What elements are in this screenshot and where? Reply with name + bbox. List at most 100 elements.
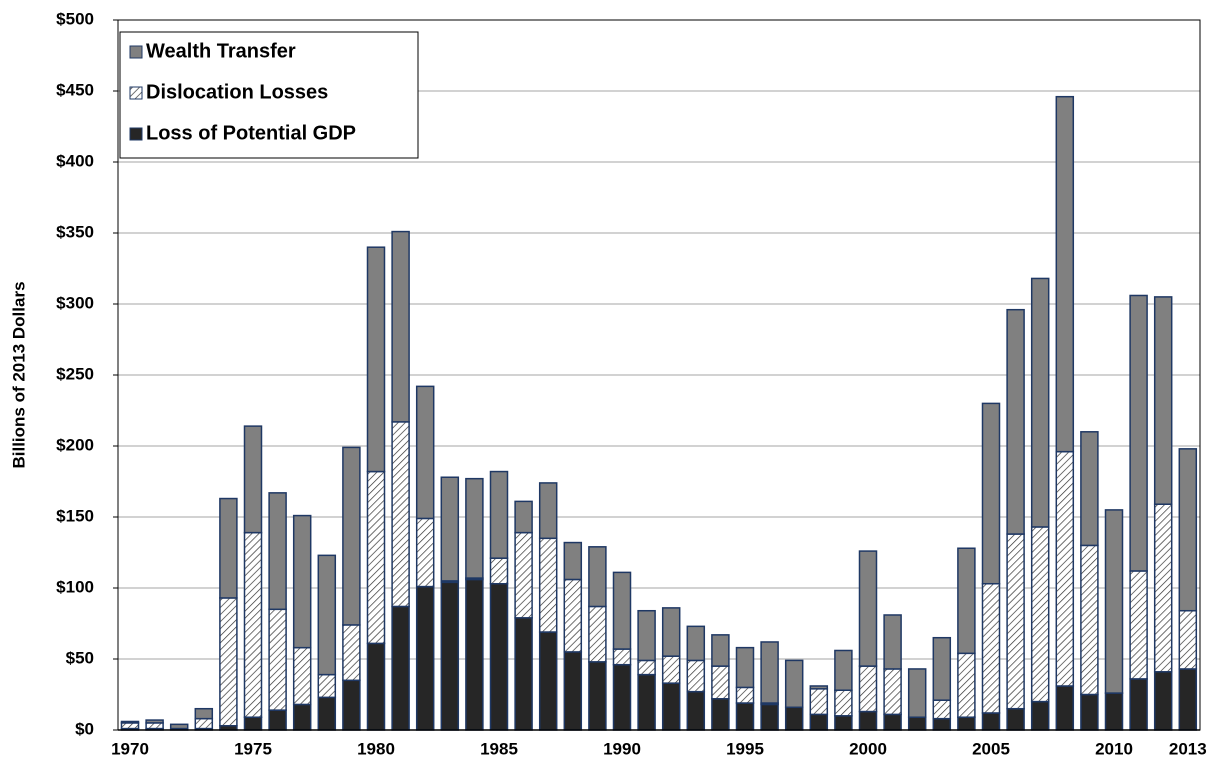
bar-segment <box>981 402 1001 585</box>
bar-segment <box>1055 95 1075 453</box>
y-tick-label: $150 <box>56 506 94 525</box>
y-tick-label: $250 <box>56 364 94 383</box>
bar-segment <box>391 230 410 423</box>
bar-segment <box>1080 544 1099 696</box>
legend-label: Wealth Transfer <box>146 40 296 62</box>
bar-segment <box>366 642 386 731</box>
x-tick-label: 2000 <box>849 739 887 758</box>
bar-segment <box>784 659 804 709</box>
bar-segment <box>194 707 214 720</box>
bar-segment <box>735 646 755 689</box>
bar-segment <box>1153 296 1173 505</box>
legend-label: Loss of Potential GDP <box>146 122 356 144</box>
bar-segment <box>858 710 878 731</box>
bar-segment <box>1080 431 1099 547</box>
legend-label: Dislocation Losses <box>146 81 328 103</box>
bar-segment <box>834 649 853 691</box>
bar-segment <box>317 554 337 676</box>
y-tick-label: $350 <box>56 222 94 241</box>
bar-segment <box>538 631 558 731</box>
x-tick-label: 1995 <box>726 739 764 758</box>
bar-segment <box>243 531 263 718</box>
bar-segment <box>342 679 361 731</box>
bar-segment <box>514 531 533 619</box>
bar-segment <box>440 476 460 582</box>
bar-segment <box>1178 668 1198 731</box>
legend-swatch <box>129 127 143 141</box>
bar-segment <box>145 722 164 730</box>
bar-segment <box>169 723 189 730</box>
bar-segment <box>120 720 140 724</box>
bar-segment <box>563 651 583 731</box>
bar-segment <box>686 659 706 693</box>
bar-segment <box>686 625 706 662</box>
bar-segment <box>834 715 853 731</box>
bar-segment <box>366 470 386 645</box>
bar-segment <box>612 571 632 650</box>
bar-segment <box>1006 533 1025 710</box>
bar-segment <box>292 646 312 706</box>
x-tick-label: 1985 <box>480 739 518 758</box>
bar-segment <box>1080 693 1099 731</box>
bar-segment <box>1178 448 1198 612</box>
bar-segment <box>760 641 779 704</box>
bar-segment <box>784 706 804 731</box>
bar-segment <box>834 689 853 717</box>
bar-segment <box>735 702 755 731</box>
y-tick-label: $300 <box>56 293 94 312</box>
bar-segment <box>489 557 509 585</box>
bar-segment <box>145 719 164 724</box>
y-tick-label: $100 <box>56 577 94 596</box>
bar-segment <box>465 578 484 731</box>
bar-segment <box>957 716 976 731</box>
bar-segment <box>268 608 287 711</box>
bar-segment <box>1030 277 1050 528</box>
legend-box <box>119 31 419 159</box>
bar-segment <box>391 421 410 608</box>
y-tick-label: $400 <box>56 151 94 170</box>
bar-segment <box>711 665 730 700</box>
x-tick-label: 2013 <box>1169 739 1207 758</box>
bar-segment <box>465 477 484 579</box>
bar-segment <box>711 634 730 667</box>
bar-segment <box>219 497 238 599</box>
bar-segment <box>588 661 607 731</box>
x-tick-label: 1970 <box>111 739 149 758</box>
bar-segment <box>809 688 829 716</box>
bar-segment <box>1006 308 1025 535</box>
y-tick-label: $0 <box>75 719 94 738</box>
bar-segment <box>415 385 435 520</box>
bar-segment <box>957 547 976 655</box>
legend-swatch <box>129 86 143 100</box>
bar-segment <box>661 682 681 731</box>
bar-segment <box>981 712 1001 731</box>
bar-segment <box>268 492 287 611</box>
bar-segment <box>243 716 263 731</box>
bar-segment <box>637 609 656 662</box>
bar-segment <box>563 578 583 653</box>
bar-segment <box>612 663 632 731</box>
bar-segment <box>612 648 632 666</box>
bar-segment <box>120 722 140 730</box>
bar-segment <box>1129 570 1148 680</box>
bar-segment <box>1104 692 1124 731</box>
bar-segment <box>489 582 509 731</box>
bar-segment <box>957 652 976 718</box>
bar-segment <box>1153 671 1173 731</box>
bar-segment <box>292 514 312 649</box>
bar-segment <box>1055 685 1075 731</box>
bar-segment <box>1153 503 1173 673</box>
bar-segment <box>883 614 902 670</box>
bar-segment <box>1178 609 1198 670</box>
bar-segment <box>760 703 779 731</box>
bar-segment <box>1006 707 1025 731</box>
x-tick-label: 1980 <box>357 739 395 758</box>
bar-segment <box>440 581 460 731</box>
x-tick-label: 1990 <box>603 739 641 758</box>
bar-segment <box>342 446 361 626</box>
legend-swatch <box>129 45 143 59</box>
bar-segment <box>686 690 706 731</box>
bar-segment <box>809 713 829 731</box>
x-tick-label: 2005 <box>972 739 1010 758</box>
